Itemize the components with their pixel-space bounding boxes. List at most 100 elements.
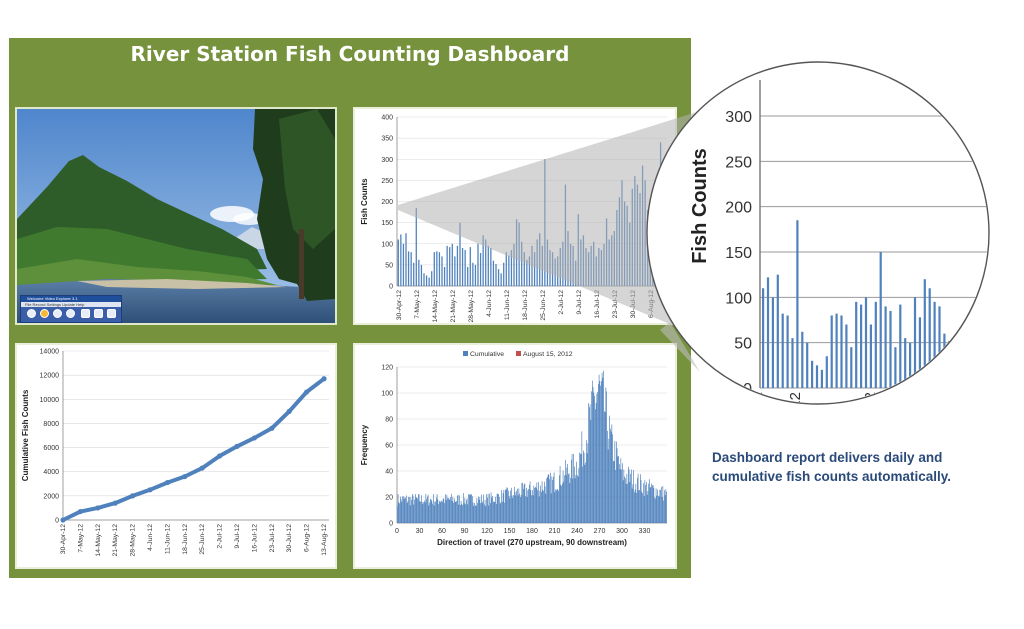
histogram-bar bbox=[564, 475, 565, 523]
histogram-bar bbox=[527, 490, 529, 523]
bar bbox=[582, 235, 585, 286]
zoom-bar bbox=[820, 369, 823, 388]
histogram-bar bbox=[512, 498, 514, 523]
caption-text: Dashboard report delivers daily and cumu… bbox=[712, 450, 952, 484]
histogram-bar bbox=[458, 504, 460, 523]
histogram-bar bbox=[494, 501, 496, 523]
x-tick-label: 23-Jul-12 bbox=[269, 524, 276, 553]
histogram-bar bbox=[629, 482, 631, 523]
y-tick-label: 0 bbox=[389, 521, 393, 528]
zoom-bar bbox=[801, 331, 804, 388]
histogram-bar bbox=[646, 482, 647, 523]
bar bbox=[521, 241, 523, 286]
direction-frequency-chart: 0 20 40 60 80 100 120 0 30 60 90 120 150 180 210 240 270… bbox=[360, 351, 667, 547]
stop-icon[interactable] bbox=[53, 309, 62, 318]
histogram-bar bbox=[648, 483, 649, 523]
histogram-bar bbox=[433, 494, 434, 523]
histogram-bar bbox=[573, 454, 574, 523]
daily-counts-chart: 0 50 100 150 200 250 300 350 400 30-Apr-12 7-May-1… bbox=[360, 115, 667, 323]
histogram-bar bbox=[549, 479, 550, 523]
bar bbox=[569, 243, 572, 286]
histogram-bar bbox=[571, 453, 573, 523]
histogram-bar bbox=[601, 381, 602, 523]
forward-icon[interactable] bbox=[66, 309, 75, 318]
histogram-bar bbox=[472, 502, 474, 523]
histogram-bar bbox=[612, 434, 613, 523]
histogram-bar bbox=[452, 496, 454, 523]
histogram-bar bbox=[645, 485, 646, 523]
histogram-bar bbox=[465, 504, 466, 523]
play-icon[interactable] bbox=[27, 309, 36, 318]
zoom-bar bbox=[899, 304, 902, 388]
histogram-bar bbox=[622, 480, 624, 523]
histogram-bar bbox=[619, 464, 620, 523]
histogram-bar bbox=[435, 501, 436, 523]
settings-icon[interactable] bbox=[107, 309, 116, 318]
histogram-bar bbox=[478, 499, 480, 523]
x-tick-label: 30-Jul-12 bbox=[630, 290, 637, 319]
cumulative-counts-chart-panel: 0 2000 4000 6000 8000 10000 12000 14000 30-Apr-1… bbox=[15, 343, 337, 569]
zoom-bar bbox=[855, 301, 858, 388]
histogram-bar bbox=[398, 502, 400, 523]
histogram-bar bbox=[454, 501, 456, 523]
bar bbox=[487, 245, 489, 286]
histogram-bar bbox=[628, 469, 630, 523]
histogram-bar bbox=[660, 489, 661, 523]
histogram-bar bbox=[502, 501, 503, 523]
histogram-bar bbox=[637, 477, 638, 523]
histogram-bar bbox=[581, 431, 583, 523]
histogram-bar bbox=[590, 420, 592, 523]
histogram-bar bbox=[434, 501, 436, 523]
bar bbox=[533, 252, 536, 286]
histogram-bar bbox=[630, 473, 631, 523]
histogram-bar bbox=[431, 500, 433, 523]
x-tick-label: 90 bbox=[461, 528, 469, 535]
histogram-bar bbox=[551, 476, 553, 523]
histogram-bar bbox=[404, 497, 406, 523]
histogram-bar bbox=[481, 503, 483, 523]
histogram-bar bbox=[400, 496, 401, 523]
histogram-bar bbox=[451, 493, 452, 523]
histogram-bar bbox=[632, 484, 634, 523]
histogram-bar bbox=[514, 486, 515, 523]
y-tick-label: 400 bbox=[381, 115, 393, 122]
zoom-y-tick-label: 200 bbox=[725, 200, 752, 217]
zoom-icon[interactable] bbox=[81, 309, 90, 318]
bar bbox=[654, 243, 657, 286]
histogram-bar bbox=[537, 490, 538, 523]
bar bbox=[451, 243, 453, 286]
histogram-bar bbox=[572, 478, 574, 523]
histogram-bar bbox=[655, 498, 656, 523]
record-icon[interactable] bbox=[40, 309, 49, 318]
histogram-bar bbox=[478, 496, 479, 523]
histogram-bar bbox=[594, 396, 595, 523]
histogram-bar bbox=[548, 474, 550, 523]
histogram-bar bbox=[598, 384, 599, 523]
histogram-bar bbox=[588, 403, 589, 523]
histogram-bar bbox=[658, 495, 659, 523]
histogram-bar bbox=[578, 468, 580, 523]
legend-swatch bbox=[463, 351, 468, 356]
histogram-bar bbox=[666, 491, 667, 523]
y-tick-label: 0 bbox=[389, 284, 393, 291]
fit-icon[interactable] bbox=[94, 309, 103, 318]
y-tick-label: 0 bbox=[55, 518, 59, 525]
histogram-bar bbox=[498, 493, 499, 523]
histogram-bar bbox=[414, 499, 415, 523]
toolbar-menu[interactable]: File Record Settings Update Help bbox=[21, 302, 121, 307]
histogram-bar bbox=[580, 454, 582, 523]
histogram-bar bbox=[455, 501, 457, 523]
zoom-bar bbox=[869, 324, 872, 388]
x-tick-label: 6-Aug-12 bbox=[648, 290, 655, 318]
bar bbox=[564, 184, 567, 286]
histogram-bar bbox=[406, 495, 407, 523]
histogram-bar bbox=[565, 475, 567, 523]
histogram-bar bbox=[617, 456, 619, 523]
histogram-bar bbox=[653, 487, 655, 523]
zoom-bar bbox=[786, 315, 789, 388]
histogram-bar bbox=[528, 489, 529, 523]
magnifier-lens bbox=[646, 61, 990, 405]
y-tick-label: 2000 bbox=[43, 493, 59, 500]
bar bbox=[618, 197, 621, 286]
data-point bbox=[234, 443, 240, 449]
